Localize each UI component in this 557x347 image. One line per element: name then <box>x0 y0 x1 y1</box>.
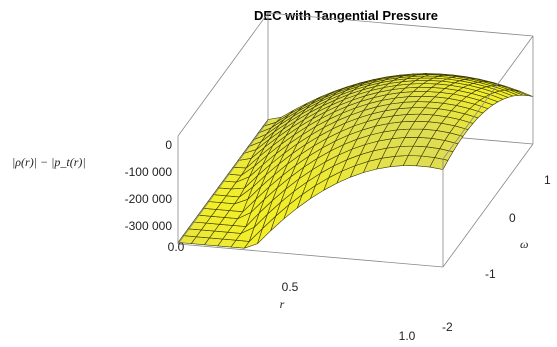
box-edge <box>177 12 269 137</box>
box-edge <box>442 35 534 160</box>
r-axis-label: r <box>280 297 285 311</box>
z-axis: 0 -100 000 -200 000 -300 000 |ρ(r)| − |p… <box>12 138 172 233</box>
z-tick-label: -200 000 <box>125 192 173 206</box>
z-axis-label: |ρ(r)| − |p_t(r)| <box>12 155 86 169</box>
z-tick-label: -100 000 <box>125 165 173 179</box>
omega-tick-label: -1 <box>485 267 496 281</box>
box-edge <box>442 143 534 268</box>
box-edge <box>177 120 269 245</box>
omega-tick-label: 0 <box>509 211 516 225</box>
z-tick-label: -300 000 <box>125 219 173 233</box>
box-edge <box>177 243 444 268</box>
r-tick-label: 0.0 <box>168 240 185 254</box>
box-edge <box>267 12 534 37</box>
r-axis: 0.0 0.5 1.0 r <box>168 240 416 343</box>
surface-mesh <box>177 73 534 249</box>
r-tick-label: 0.5 <box>282 280 299 294</box>
omega-tick-label: 1 <box>544 173 551 187</box>
chart-title: DEC with Tangential Pressure <box>254 8 438 23</box>
bounding-box-front <box>177 35 534 268</box>
omega-axis-label: ω <box>520 237 528 251</box>
r-tick-label: 1.0 <box>399 329 416 343</box>
omega-tick-label: -2 <box>442 320 453 334</box>
omega-axis: 1 0 -1 -2 ω <box>442 173 551 334</box>
z-tick-label: 0 <box>165 138 172 152</box>
